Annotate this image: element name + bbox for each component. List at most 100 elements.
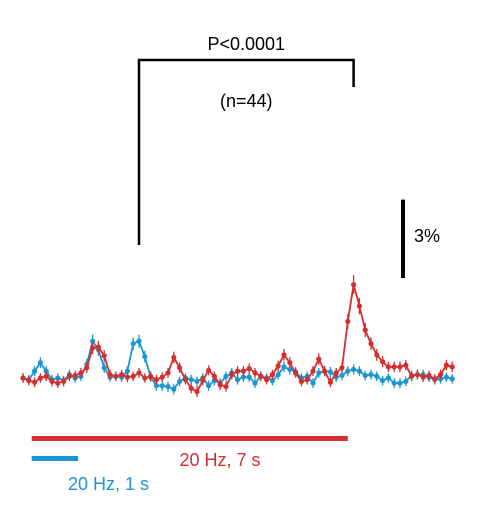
series-0-point bbox=[142, 353, 148, 360]
series-1-point bbox=[200, 377, 206, 384]
series-1-point bbox=[124, 374, 130, 380]
series-1-point bbox=[37, 375, 44, 381]
series-0-point bbox=[443, 374, 449, 380]
series-1-point bbox=[246, 365, 252, 372]
series-0-point bbox=[287, 366, 293, 373]
series-1-point bbox=[26, 377, 32, 384]
series-0-point bbox=[374, 373, 380, 379]
series-1-point bbox=[304, 377, 310, 383]
series-1-point bbox=[211, 373, 217, 379]
series-1-point bbox=[43, 373, 49, 379]
series-0-point bbox=[171, 386, 177, 392]
series-1-point bbox=[55, 380, 61, 386]
series-0-point bbox=[136, 338, 142, 344]
series-0-point bbox=[240, 374, 246, 380]
series-0-point bbox=[194, 378, 200, 385]
series-0-point bbox=[43, 368, 49, 374]
series-0-point bbox=[380, 377, 386, 384]
series-group bbox=[20, 275, 455, 398]
series-0-point bbox=[356, 368, 362, 374]
series-1-point bbox=[136, 370, 142, 376]
series-0 bbox=[20, 334, 455, 395]
series-1-point bbox=[31, 379, 38, 385]
series-0-point bbox=[235, 377, 241, 383]
series-1-point bbox=[351, 281, 357, 288]
series-0-point bbox=[351, 366, 357, 373]
series-1-point bbox=[287, 359, 293, 366]
series-0-point bbox=[101, 365, 107, 371]
series-0-point bbox=[55, 375, 61, 381]
series-1-point bbox=[327, 379, 333, 385]
series-1 bbox=[20, 275, 455, 398]
series-0-point bbox=[275, 371, 281, 378]
series-0-point bbox=[281, 364, 287, 370]
series-0-point bbox=[397, 380, 403, 386]
series-0-point bbox=[223, 373, 229, 379]
series-1-point bbox=[333, 370, 339, 376]
series-1-point bbox=[438, 371, 444, 378]
series-0-point bbox=[130, 341, 136, 347]
series-1-point bbox=[229, 371, 235, 378]
series-1-point bbox=[148, 373, 154, 379]
series-0-point bbox=[90, 338, 96, 344]
series-1-point bbox=[258, 373, 264, 379]
sample-size-label: (n=44) bbox=[220, 91, 273, 111]
series-1-point bbox=[49, 378, 55, 385]
series-1-point bbox=[281, 352, 287, 358]
series-1-point bbox=[66, 373, 72, 379]
series-0-point bbox=[362, 372, 368, 379]
series-0-point bbox=[124, 368, 130, 374]
series-1-point bbox=[356, 303, 362, 309]
series-0-point bbox=[37, 359, 44, 366]
series-1-point bbox=[223, 383, 229, 390]
series-1-point bbox=[368, 341, 374, 347]
series-0-point bbox=[385, 375, 391, 381]
series-1-point bbox=[177, 365, 183, 371]
series-1-point bbox=[84, 365, 90, 371]
series-1-point bbox=[397, 364, 403, 370]
scale-bar-group: 3% bbox=[401, 199, 440, 278]
series-0-point bbox=[159, 383, 165, 389]
series-0-point bbox=[345, 368, 351, 374]
series-1-point bbox=[240, 368, 246, 374]
series-1-point bbox=[420, 374, 426, 380]
series-1-point bbox=[449, 364, 455, 370]
series-1-point bbox=[298, 378, 304, 385]
series-0-point bbox=[206, 383, 212, 389]
series-0-point bbox=[153, 383, 159, 389]
series-0-point bbox=[269, 377, 275, 384]
series-1-point bbox=[385, 364, 391, 370]
series-1-point bbox=[206, 367, 212, 373]
series-1-point bbox=[101, 353, 107, 359]
stimulus-label-short: 20 Hz, 1 s bbox=[68, 474, 149, 494]
series-1-point bbox=[345, 318, 351, 325]
series-1-point bbox=[217, 382, 223, 388]
series-1-point bbox=[426, 372, 432, 379]
series-1-point bbox=[316, 356, 322, 362]
series-0-point bbox=[165, 383, 171, 390]
series-0-point bbox=[31, 368, 38, 374]
series-0-point bbox=[252, 380, 258, 386]
series-1-point bbox=[20, 375, 26, 381]
series-1-point bbox=[380, 359, 386, 365]
series-1-point bbox=[432, 376, 438, 382]
series-1-point bbox=[95, 344, 101, 350]
series-1-point bbox=[142, 375, 148, 381]
series-0-point bbox=[368, 371, 374, 378]
stimulus-bars-group: 20 Hz, 7 s 20 Hz, 1 s bbox=[31, 436, 348, 494]
series-1-point bbox=[391, 364, 397, 370]
series-1-point bbox=[78, 370, 84, 376]
series-1-point bbox=[90, 345, 96, 351]
series-1-point bbox=[165, 370, 171, 376]
series-1-point bbox=[264, 377, 270, 383]
series-1-point bbox=[153, 377, 159, 383]
series-0-point bbox=[310, 380, 316, 386]
series-1-point bbox=[310, 368, 316, 374]
series-1-point bbox=[130, 373, 136, 379]
series-1-point bbox=[119, 371, 125, 378]
series-1-point bbox=[293, 370, 299, 376]
series-1-point bbox=[414, 371, 420, 378]
scale-bar-label: 3% bbox=[414, 226, 440, 246]
series-0-point bbox=[403, 378, 409, 385]
